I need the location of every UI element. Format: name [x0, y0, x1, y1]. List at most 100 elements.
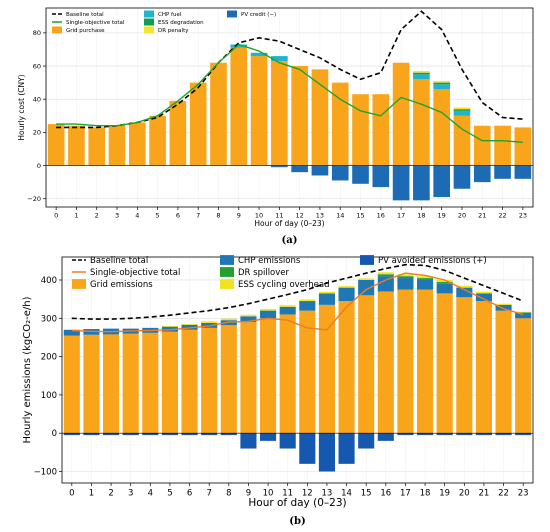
- bar-pv-credit: [372, 165, 390, 188]
- bar-grid-purchase: [189, 82, 207, 166]
- bar-chp-emissions: [63, 329, 80, 336]
- bar-pv-credit: [453, 165, 471, 189]
- legend: Baseline total Single-objective total Grid…: [72, 255, 487, 290]
- y-tick-label: 20: [33, 129, 41, 137]
- bar-grid-emissions: [122, 333, 139, 434]
- bar-pv-credit: [311, 165, 329, 176]
- panel-caption: (b): [289, 516, 305, 527]
- x-tick-label: 7: [206, 489, 211, 499]
- bar-grid-purchase: [494, 125, 511, 166]
- bar-ess-degradation: [453, 109, 471, 111]
- bar-ess-cycling-overhead: [279, 305, 296, 307]
- x-tick-label: 10: [263, 489, 274, 499]
- bar-pv-avoided-emissions: [358, 433, 375, 449]
- bar-grid-emissions: [260, 318, 277, 434]
- bar-ess-cycling-overhead: [260, 309, 277, 311]
- bar-pv-credit: [352, 165, 369, 184]
- line-single-objective-total: [56, 43, 523, 143]
- bar-pv-avoided-emissions: [103, 433, 120, 436]
- bar-grid-purchase: [210, 62, 227, 166]
- bar-grid-purchase: [392, 62, 410, 166]
- bar-grid-purchase: [352, 94, 369, 166]
- x-tick-label: 19: [439, 489, 450, 499]
- legend-swatch: [227, 10, 237, 18]
- x-tick-label: 13: [322, 489, 333, 499]
- x-tick-label: 3: [128, 489, 133, 499]
- bar-grid-emissions: [377, 291, 394, 434]
- legend-swatch: [144, 26, 154, 34]
- bar-ess-cycling-overhead: [358, 278, 375, 280]
- bar-chp-emissions: [358, 279, 375, 296]
- bar-chp-emissions: [338, 287, 355, 302]
- bar-pv-avoided-emissions: [260, 433, 277, 441]
- bar-chp-emissions: [279, 306, 296, 315]
- x-tick-label: 18: [420, 489, 431, 499]
- bar-chp-emissions: [515, 312, 532, 319]
- bar-ess-cycling-overhead: [161, 325, 178, 327]
- x-tick-label: 20: [459, 489, 470, 499]
- bar-pv-credit: [473, 165, 491, 183]
- bar-grid-purchase: [149, 115, 166, 166]
- bar-ess-cycling-overhead: [181, 324, 198, 325]
- bar-grid-emissions: [436, 293, 453, 434]
- x-tick-label: 4: [135, 212, 139, 220]
- y-axis-label: Hourly cost (CNY): [17, 74, 26, 140]
- y-tick-label: 100: [41, 391, 57, 401]
- bar-ess-cycling-overhead: [377, 272, 394, 275]
- y-tick-label: 40: [33, 95, 41, 103]
- bar-dr-spillover: [417, 278, 434, 280]
- bar-grid-purchase: [331, 82, 349, 166]
- bar-ess-cycling-overhead: [220, 318, 237, 321]
- x-tick-label: 9: [246, 489, 251, 499]
- bar-ess-cycling-overhead: [417, 276, 434, 279]
- y-tick-label: 0: [37, 162, 41, 170]
- legend-swatch: [72, 279, 86, 289]
- bar-pv-avoided-emissions: [417, 433, 434, 436]
- x-tick-label: 22: [498, 489, 509, 499]
- bar-stack: [62, 272, 533, 472]
- bar-grid-emissions: [220, 325, 237, 434]
- bar-chp-emissions: [417, 279, 434, 290]
- bar-pv-credit: [271, 165, 288, 168]
- x-tick-label: 23: [519, 212, 527, 220]
- y-tick-label: 300: [41, 314, 57, 324]
- line-baseline-total: [71, 263, 524, 320]
- bar-chp-fuel: [433, 84, 451, 90]
- x-tick-label: 1: [74, 212, 78, 220]
- bar-grid-emissions: [515, 318, 532, 434]
- x-tick-label: 11: [275, 212, 283, 220]
- x-tick-label: 8: [216, 212, 220, 220]
- legend-label: PV avoided emissions (+): [378, 256, 487, 266]
- x-tick-label: 19: [438, 212, 446, 220]
- x-tick-label: 12: [302, 489, 313, 499]
- x-tick-label: 3: [115, 212, 119, 220]
- series-lines: [71, 263, 524, 333]
- bar-pv-avoided-emissions: [397, 433, 414, 436]
- bar-dr-penalty: [433, 80, 451, 83]
- bar-grid-purchase: [473, 125, 491, 166]
- legend-swatch: [144, 18, 154, 26]
- x-tick-label: 16: [377, 212, 385, 220]
- bar-grid-emissions: [475, 301, 492, 434]
- x-tick-label: 2: [108, 489, 113, 499]
- bar-grid-emissions: [240, 322, 257, 434]
- legend-swatch: [144, 10, 154, 18]
- bar-ess-cycling-overhead: [475, 291, 492, 294]
- x-tick-label: 18: [417, 212, 425, 220]
- bar-grid-emissions: [318, 304, 335, 434]
- x-tick-label: 22: [498, 212, 506, 220]
- legend: Baseline total Single-objective total Grid…: [52, 10, 276, 34]
- bar-grid-purchase: [128, 122, 146, 166]
- bar-grid-purchase: [372, 94, 390, 166]
- x-tick-label: 21: [478, 212, 486, 220]
- y-axis-label: Hourly emissions (kgCO₂-e/h): [22, 296, 33, 443]
- bar-chp-fuel: [413, 74, 430, 80]
- bar-dr-spillover: [436, 281, 453, 284]
- bar-grid-purchase: [230, 47, 248, 166]
- bar-grid-purchase: [169, 100, 187, 166]
- bar-ess-cycling-overhead: [495, 303, 512, 305]
- x-tick-label: 13: [316, 212, 324, 220]
